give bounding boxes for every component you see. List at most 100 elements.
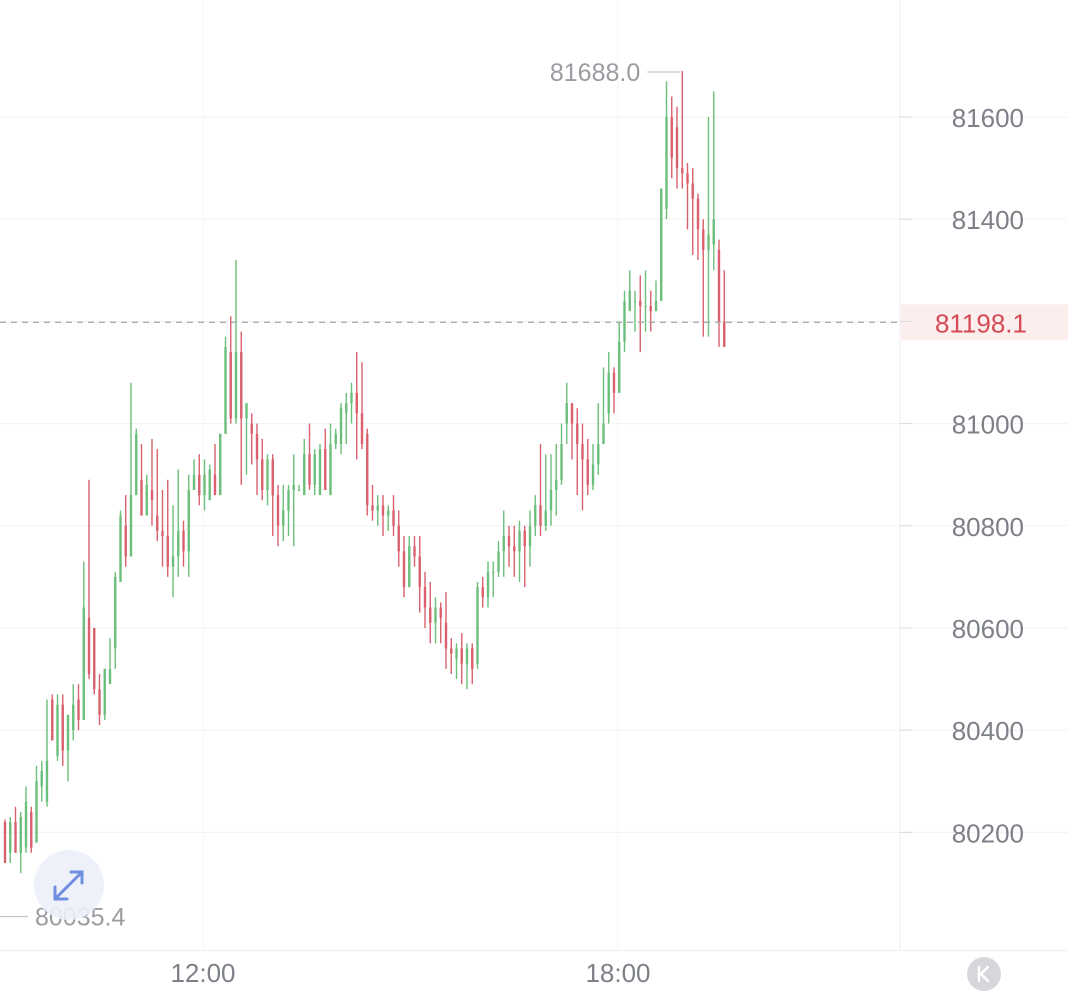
candle (187, 474, 190, 577)
y-tick-label: 81000 (952, 410, 1024, 440)
candle (360, 362, 364, 450)
candle (481, 576, 484, 608)
candle-body (502, 535, 505, 552)
candle (182, 520, 185, 567)
candle (534, 495, 537, 536)
candle (177, 469, 180, 577)
x-tick-label: 18:00 (585, 958, 650, 988)
candle (544, 454, 547, 531)
x-tick-label: 12:00 (170, 958, 235, 988)
candle-body (198, 474, 201, 496)
candle (691, 168, 694, 255)
candle (156, 449, 159, 542)
candle-body (497, 551, 500, 572)
candle (213, 444, 217, 496)
candle (555, 444, 558, 516)
candle-body (707, 234, 710, 250)
candle (570, 403, 574, 460)
candle (350, 382, 353, 424)
candle-body (3, 822, 7, 864)
candle (502, 510, 505, 577)
candle (224, 336, 227, 434)
candle-body (618, 341, 621, 393)
candle-body (418, 556, 421, 588)
candle (355, 352, 358, 460)
candle (24, 786, 28, 853)
candle (429, 581, 432, 644)
candle (455, 643, 458, 680)
candle (418, 535, 421, 613)
candle-body (513, 546, 516, 552)
candle (250, 413, 253, 465)
candle-body (339, 408, 343, 445)
candle (476, 581, 479, 669)
candle (198, 454, 201, 506)
candle-body (203, 474, 206, 496)
candle-body (612, 372, 616, 393)
candle (549, 454, 553, 526)
candle (45, 699, 49, 807)
candle-body (360, 413, 364, 445)
candle-body (40, 771, 43, 787)
candle-body (234, 352, 238, 419)
candle-body (145, 484, 148, 516)
candle (460, 633, 463, 685)
expand-button[interactable] (34, 850, 104, 920)
candle-body (308, 454, 311, 485)
candle (628, 270, 631, 312)
candle (513, 525, 516, 577)
candle (303, 438, 306, 496)
candle (371, 484, 374, 521)
candle-body (712, 219, 715, 245)
candle (639, 275, 642, 353)
candle (434, 597, 437, 644)
candle-body (292, 484, 295, 490)
candle-body (465, 648, 469, 664)
candle (240, 331, 243, 485)
candle (35, 765, 38, 843)
candle-body (413, 546, 416, 557)
candle (245, 403, 248, 475)
candle (3, 819, 7, 864)
candle (602, 367, 605, 445)
candle (119, 510, 122, 582)
candle-body (266, 459, 269, 490)
candle (334, 428, 337, 450)
candle-body (670, 116, 673, 158)
candle-body (51, 699, 54, 741)
candle (565, 382, 568, 445)
candle-body (723, 321, 726, 347)
candle (623, 290, 626, 353)
candle-body (177, 530, 180, 557)
candle (161, 490, 164, 567)
candle (114, 571, 117, 669)
candle (387, 505, 390, 531)
candle (135, 428, 138, 496)
grid-lines (0, 116, 1068, 833)
candle-body (429, 607, 432, 623)
candle-body (597, 444, 600, 465)
candle (51, 694, 54, 741)
candle-body (98, 689, 101, 715)
candle (77, 684, 80, 731)
candle (276, 484, 280, 547)
candle (229, 316, 232, 424)
k-back-button[interactable] (967, 957, 1001, 991)
candle-body (329, 444, 332, 496)
candle-body (544, 510, 547, 526)
candle (707, 116, 710, 337)
candle (103, 668, 106, 720)
candle (129, 382, 133, 557)
candle-body (681, 168, 684, 174)
candle (282, 484, 285, 542)
candle-body (366, 433, 369, 506)
candle-body (649, 306, 652, 312)
candle-body (717, 249, 721, 322)
candle (297, 484, 301, 491)
candle (686, 162, 689, 230)
candle-body (103, 668, 106, 715)
candle (497, 541, 500, 577)
candle (308, 423, 311, 490)
candle-body (675, 127, 679, 169)
